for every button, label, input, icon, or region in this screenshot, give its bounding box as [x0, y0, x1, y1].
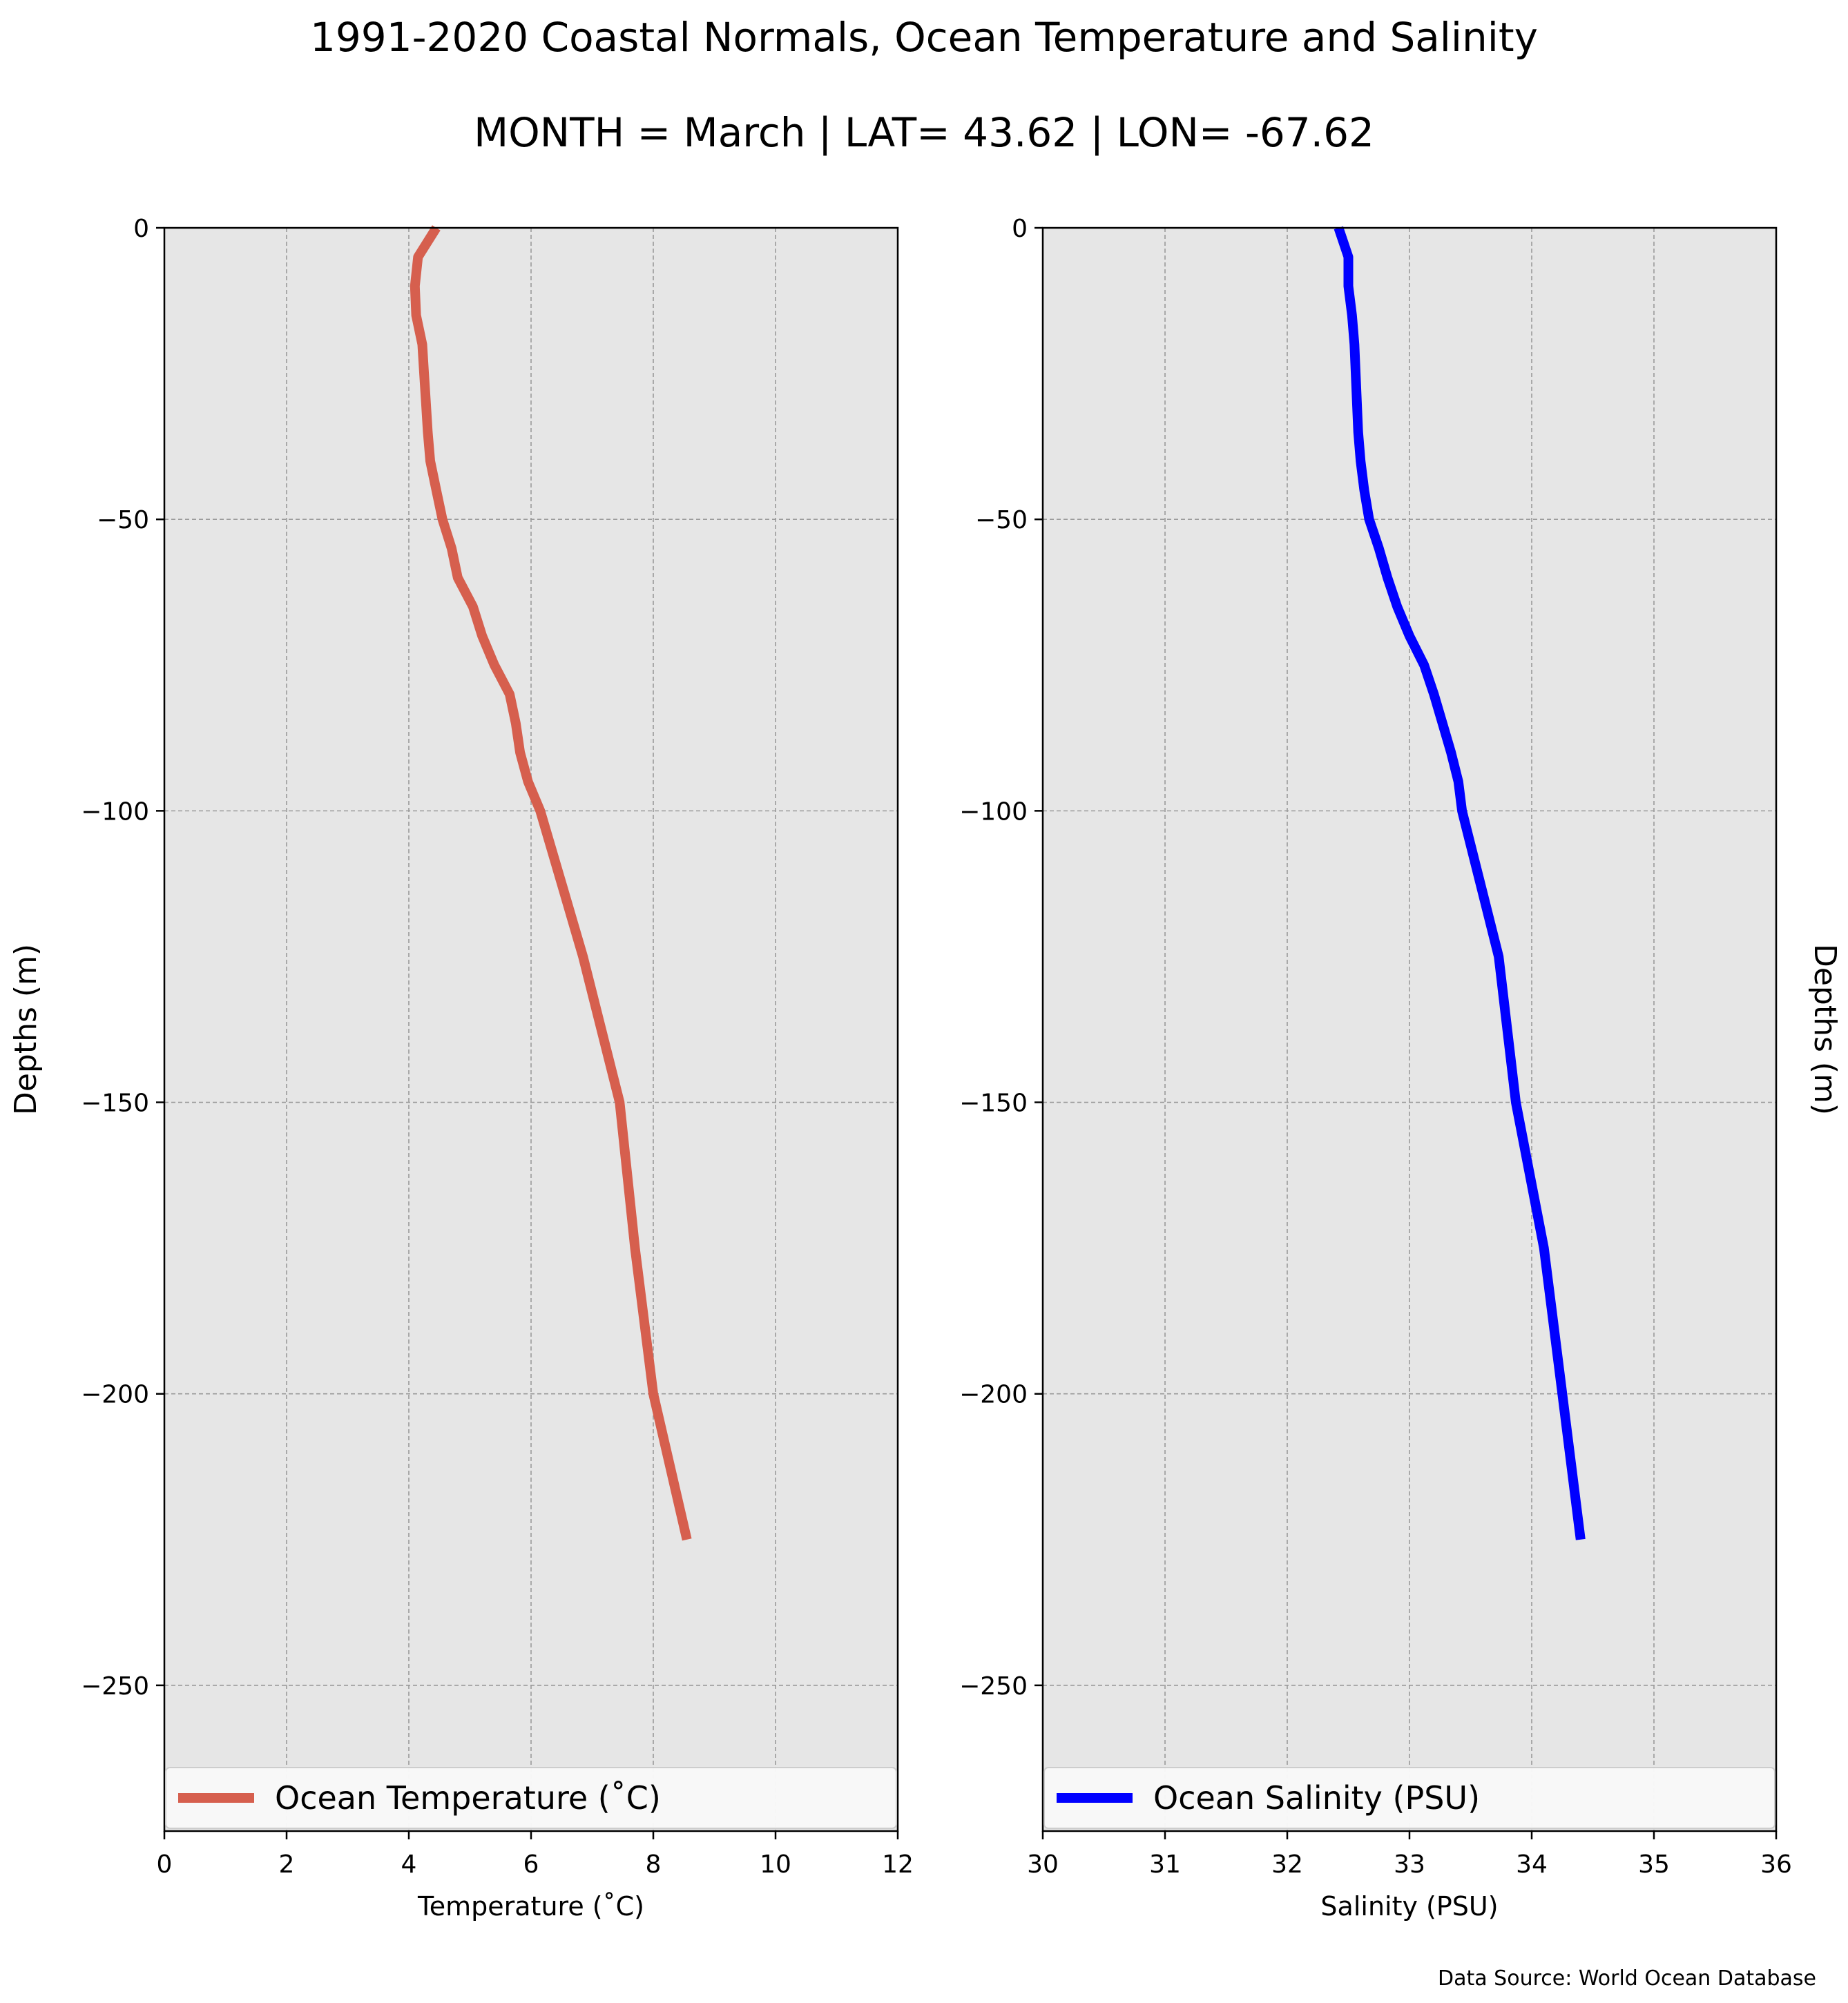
legend-label-0: Ocean Temperature (˚C): [275, 1779, 661, 1817]
y-axis-label: Depths (m): [1807, 944, 1842, 1115]
x-tick-label: 33: [1394, 1850, 1425, 1879]
legend-label-0: Ocean Salinity (PSU): [1153, 1779, 1480, 1817]
x-tick-label: 35: [1638, 1850, 1670, 1879]
x-tick-label: 30: [1027, 1850, 1059, 1879]
legend-box: [1043, 1767, 1775, 1829]
y-tick-label: −100: [959, 797, 1028, 826]
x-tick-label: 6: [523, 1850, 539, 1879]
salinity-panel: 30 31 32 33 34 35 36 0 −50 −100 −150 −200 −250 Salini…: [959, 215, 1842, 1922]
y-tick-label: −150: [81, 1090, 149, 1118]
y-tick-label: −50: [97, 506, 149, 534]
y-tick-label: −250: [81, 1672, 149, 1701]
figure-subtitle: MONTH = March | LAT= 43.62 | LON= -67.62: [474, 109, 1374, 156]
x-tick-label: 10: [760, 1850, 791, 1879]
y-tick-label: −100: [81, 797, 149, 826]
x-tick-label: 31: [1149, 1850, 1181, 1879]
x-tick-label: 12: [882, 1850, 914, 1879]
figure-title: 1991-2020 Coastal Normals, Ocean Tempera…: [310, 14, 1538, 61]
temperature-panel: 0 2 4 6 8 10 12 0 −50 −100 −150 −200 −250 Temperature…: [8, 215, 914, 1922]
y-tick-label: −200: [81, 1381, 149, 1409]
y-tick-label: −250: [959, 1672, 1028, 1701]
series-line-0: [1334, 226, 1586, 1540]
x-axis-label: Temperature (˚C): [417, 1891, 644, 1922]
x-tick-label: 8: [646, 1850, 662, 1879]
x-tick-label: 36: [1760, 1850, 1792, 1879]
y-tick-label: −200: [959, 1381, 1028, 1409]
y-tick-label: 0: [133, 215, 149, 243]
y-tick-label: −150: [959, 1090, 1028, 1118]
legend-box: [165, 1767, 897, 1829]
data-source-note: Data Source: World Ocean Database: [1438, 1966, 1816, 1991]
x-tick-label: 2: [279, 1850, 295, 1879]
x-tick-label: 34: [1516, 1850, 1548, 1879]
y-tick-label: −50: [975, 506, 1028, 534]
x-tick-label: 0: [157, 1850, 173, 1879]
y-axis-label: Depths (m): [8, 944, 44, 1115]
x-axis-label: Salinity (PSU): [1320, 1891, 1498, 1922]
x-tick-label: 4: [401, 1850, 417, 1879]
y-tick-label: 0: [1012, 215, 1028, 243]
series-line-0: [410, 225, 692, 1541]
x-tick-label: 32: [1271, 1850, 1303, 1879]
